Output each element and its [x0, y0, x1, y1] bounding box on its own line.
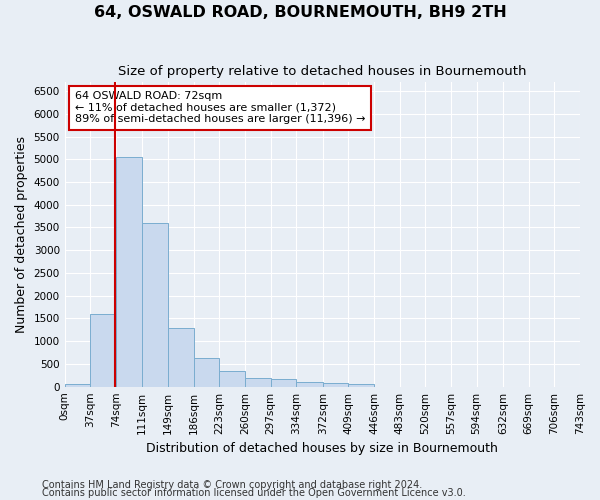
Text: Contains HM Land Registry data © Crown copyright and database right 2024.: Contains HM Land Registry data © Crown c…	[42, 480, 422, 490]
Bar	[296, 382, 323, 386]
Bar	[91, 314, 116, 386]
Bar	[116, 157, 142, 386]
Bar	[142, 223, 168, 386]
Bar	[194, 358, 220, 386]
Text: Contains public sector information licensed under the Open Government Licence v3: Contains public sector information licen…	[42, 488, 466, 498]
Bar	[323, 383, 349, 386]
Bar	[271, 380, 296, 386]
Text: 64 OSWALD ROAD: 72sqm
← 11% of detached houses are smaller (1,372)
89% of semi-d: 64 OSWALD ROAD: 72sqm ← 11% of detached …	[75, 91, 365, 124]
Bar	[168, 328, 194, 386]
Bar	[220, 371, 245, 386]
Bar	[349, 384, 374, 386]
Bar	[245, 378, 271, 386]
Y-axis label: Number of detached properties: Number of detached properties	[15, 136, 28, 333]
Bar	[65, 384, 91, 386]
Text: 64, OSWALD ROAD, BOURNEMOUTH, BH9 2TH: 64, OSWALD ROAD, BOURNEMOUTH, BH9 2TH	[94, 5, 506, 20]
X-axis label: Distribution of detached houses by size in Bournemouth: Distribution of detached houses by size …	[146, 442, 498, 455]
Title: Size of property relative to detached houses in Bournemouth: Size of property relative to detached ho…	[118, 65, 527, 78]
